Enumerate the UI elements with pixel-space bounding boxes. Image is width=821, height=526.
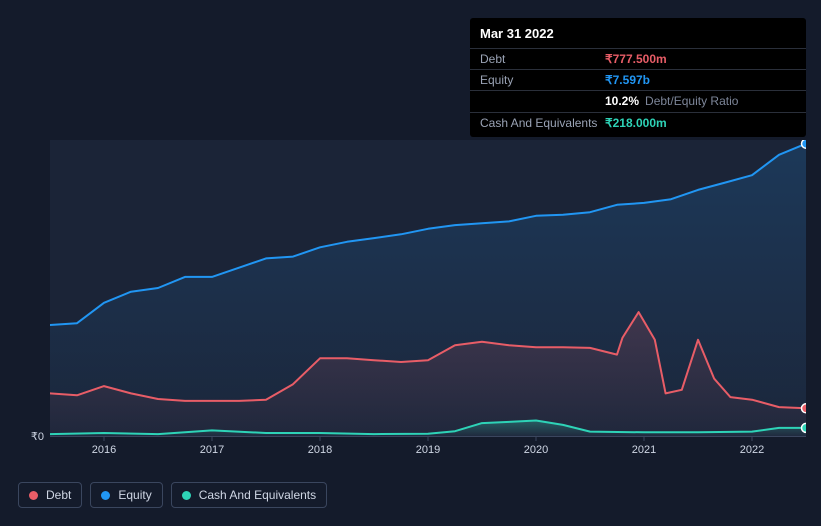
tooltip-extra: Debt/Equity Ratio (645, 94, 738, 108)
legend-label: Cash And Equivalents (199, 488, 316, 502)
chart-legend: Debt Equity Cash And Equivalents (18, 482, 327, 508)
chart-svg: ₹0₹8b2016201720182019202020212022 (18, 140, 806, 460)
legend-label: Equity (118, 488, 151, 502)
tooltip-value: ₹218.000m (605, 116, 667, 130)
tooltip-row-equity: Equity ₹7.597b (470, 69, 806, 90)
tooltip-row-debt: Debt ₹777.500m (470, 48, 806, 69)
svg-text:2020: 2020 (524, 444, 548, 456)
chart-tooltip: Mar 31 2022 Debt ₹777.500m Equity ₹7.597… (470, 18, 806, 137)
tooltip-value: 10.2% (605, 94, 639, 108)
tooltip-label: Cash And Equivalents (480, 116, 605, 130)
svg-text:2018: 2018 (308, 444, 332, 456)
tooltip-row-ratio: 10.2% Debt/Equity Ratio (470, 90, 806, 111)
tooltip-value: ₹7.597b (605, 73, 650, 87)
svg-text:2022: 2022 (740, 444, 764, 456)
tooltip-date: Mar 31 2022 (470, 24, 806, 48)
tooltip-label: Equity (480, 73, 605, 87)
legend-item-cash[interactable]: Cash And Equivalents (171, 482, 327, 508)
tooltip-row-cash: Cash And Equivalents ₹218.000m (470, 112, 806, 133)
legend-dot (29, 491, 38, 500)
legend-item-equity[interactable]: Equity (90, 482, 162, 508)
legend-item-debt[interactable]: Debt (18, 482, 82, 508)
legend-dot (101, 491, 110, 500)
tooltip-value: ₹777.500m (605, 52, 667, 66)
legend-label: Debt (46, 488, 71, 502)
legend-dot (182, 491, 191, 500)
svg-text:2016: 2016 (92, 444, 116, 456)
svg-text:2021: 2021 (632, 444, 656, 456)
svg-text:2019: 2019 (416, 444, 440, 456)
tooltip-label: Debt (480, 52, 605, 66)
svg-text:2017: 2017 (200, 444, 224, 456)
svg-text:₹0: ₹0 (31, 431, 44, 443)
debt-equity-chart[interactable]: ₹0₹8b2016201720182019202020212022 (18, 140, 806, 460)
